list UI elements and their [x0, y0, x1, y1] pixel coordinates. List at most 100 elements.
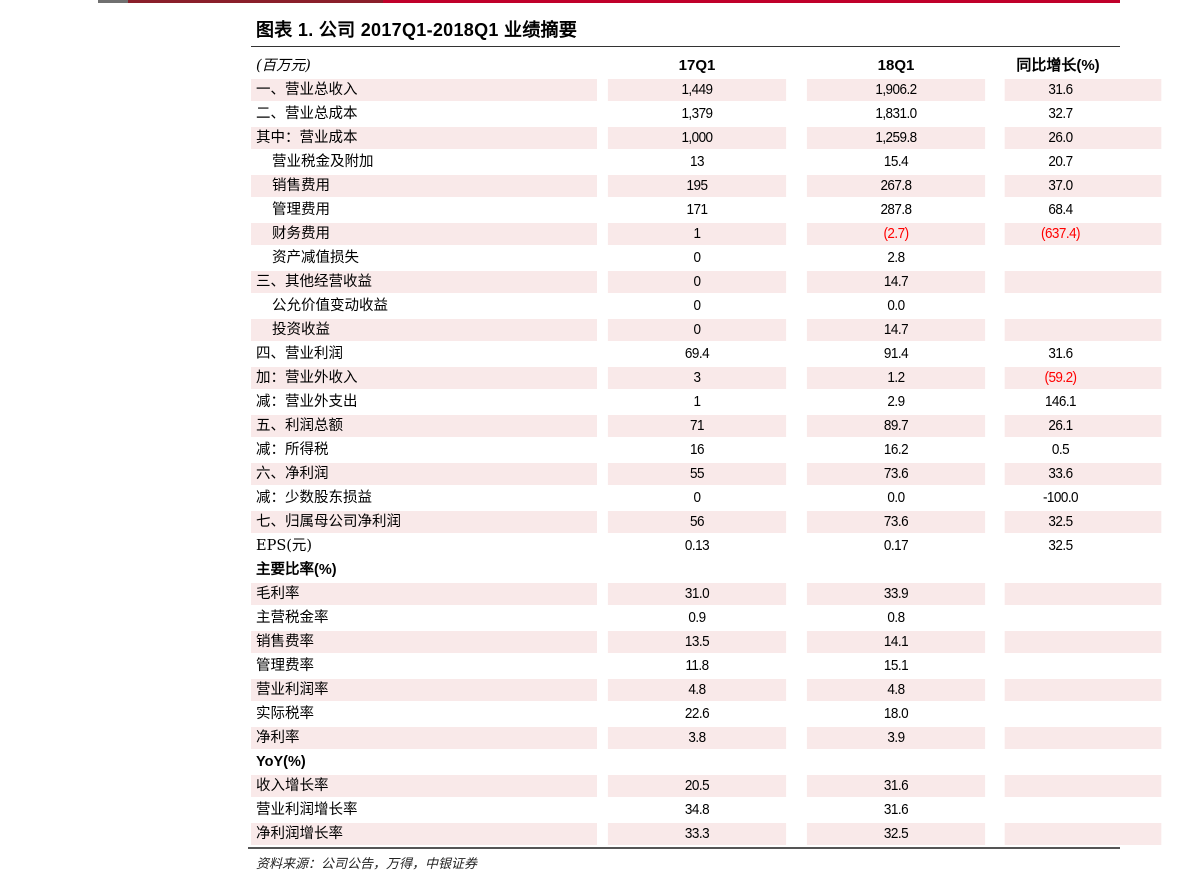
value-17q1: 0	[693, 249, 702, 266]
row-label: 营业利润率	[251, 679, 597, 701]
value-yoy: 32.7	[1048, 105, 1073, 122]
table-row: 减：营业外支出 1 2.9 146.1	[251, 390, 1120, 414]
row-label: 净利率	[251, 727, 597, 749]
value-18q1: 0.0	[887, 297, 905, 314]
row-label: 减：所得税	[256, 442, 329, 458]
table-row: 四、营业利润 69.4 91.4 31.6	[251, 342, 1120, 366]
row-label: EPS(元)	[256, 538, 313, 554]
value-18q1: 1.2	[806, 367, 986, 389]
row-label: 销售费用	[251, 175, 597, 197]
section-heading-row: YoY(%)	[251, 750, 1120, 774]
value-17q1: 16	[690, 441, 704, 458]
value-yoy: 32.5	[1048, 537, 1073, 554]
table-row: 毛利率 31.0 33.9	[251, 582, 1162, 606]
value-18q1: 1,259.8	[806, 127, 986, 149]
table-row: 销售费率 13.5 14.1	[251, 630, 1162, 654]
value-17q1	[608, 559, 786, 581]
row-label: 公允价值变动收益	[272, 298, 388, 314]
table-row: 二、营业总成本 1,379 1,831.0 32.7	[251, 102, 1120, 126]
row-label: 二、营业总成本	[256, 106, 358, 122]
table-row: 资产减值损失 0 2.8	[251, 246, 1120, 270]
value-yoy	[1005, 295, 1162, 317]
top-accent-line	[98, 0, 1120, 3]
value-17q1: 171	[686, 201, 708, 218]
row-label: 六、净利润	[251, 463, 597, 485]
row-label: 管理费率	[256, 658, 314, 674]
section-heading-row: 主要比率(%)	[251, 558, 1120, 582]
value-17q1: 69.4	[684, 345, 710, 362]
table-row: 净利润增长率 33.3 32.5	[251, 822, 1162, 846]
table-row: 收入增长率 20.5 31.6	[251, 774, 1162, 798]
table-row: 营业利润增长率 34.8 31.6	[251, 798, 1120, 822]
row-label: 四、营业利润	[256, 346, 343, 362]
value-yoy: (637.4)	[1004, 223, 1162, 245]
row-label: 其中：营业成本	[251, 127, 597, 149]
value-17q1: 3	[607, 367, 787, 389]
value-yoy	[1005, 607, 1162, 629]
row-label: 管理费用	[272, 202, 330, 218]
table-header: (百万元) 17Q1 18Q1 同比增长(%)	[251, 54, 1120, 78]
value-18q1	[807, 559, 985, 581]
value-17q1: 1,449	[607, 79, 787, 101]
value-17q1: 1	[693, 393, 702, 410]
value-yoy	[1004, 775, 1162, 797]
value-17q1: 4.8	[607, 679, 787, 701]
value-yoy: 26.1	[1004, 415, 1162, 437]
value-yoy: (59.2)	[1004, 367, 1162, 389]
value-18q1: 15.4	[883, 153, 909, 170]
value-yoy	[1005, 751, 1162, 773]
value-18q1: 287.8	[880, 201, 912, 218]
value-yoy: 68.4	[1048, 201, 1073, 218]
value-18q1: (2.7)	[806, 223, 986, 245]
value-17q1: 71	[607, 415, 787, 437]
value-18q1: 4.8	[806, 679, 986, 701]
value-yoy: 20.7	[1048, 153, 1073, 170]
value-yoy	[1005, 799, 1162, 821]
value-17q1: 0	[607, 271, 787, 293]
table-row: 销售费用 195 267.8 37.0	[251, 174, 1162, 198]
value-yoy: -100.0	[1042, 489, 1079, 506]
value-yoy: 32.5	[1004, 511, 1162, 533]
value-17q1	[608, 751, 786, 773]
value-yoy: 31.6	[1048, 345, 1073, 362]
unit-label: (百万元)	[256, 58, 311, 74]
figure-title: 图表 1. 公司 2017Q1-2018Q1 业绩摘要	[256, 20, 578, 40]
value-17q1: 0	[693, 297, 702, 314]
row-label: 一、营业总收入	[251, 79, 597, 101]
value-17q1: 0	[607, 319, 787, 341]
value-18q1: 73.6	[806, 511, 986, 533]
value-yoy	[1004, 583, 1162, 605]
row-label: 资产减值损失	[272, 250, 359, 266]
row-label: 营业税金及附加	[272, 154, 374, 170]
value-17q1: 33.3	[607, 823, 787, 845]
value-18q1: 0.17	[883, 537, 909, 554]
value-yoy	[1004, 823, 1162, 845]
value-17q1: 0	[693, 489, 702, 506]
table-row: 五、利润总额 71 89.7 26.1	[251, 414, 1162, 438]
value-17q1: 1,000	[607, 127, 787, 149]
row-label: 五、利润总额	[251, 415, 597, 437]
value-18q1: 31.6	[883, 801, 909, 818]
value-17q1: 1	[607, 223, 787, 245]
value-yoy	[1005, 655, 1162, 677]
value-18q1: 14.1	[806, 631, 986, 653]
table-row: 六、净利润 55 73.6 33.6	[251, 462, 1162, 486]
value-17q1: 13.5	[607, 631, 787, 653]
value-17q1: 34.8	[684, 801, 710, 818]
value-18q1: 1,906.2	[806, 79, 986, 101]
value-17q1: 3.8	[607, 727, 787, 749]
value-17q1: 1,379	[681, 105, 713, 122]
row-label: 收入增长率	[251, 775, 597, 797]
value-yoy	[1005, 247, 1162, 269]
value-18q1: 89.7	[806, 415, 986, 437]
row-label: 投资收益	[251, 319, 597, 341]
table-row: 加：营业外收入 3 1.2 (59.2)	[251, 366, 1162, 390]
value-17q1: 195	[607, 175, 787, 197]
value-18q1: 0.0	[887, 489, 905, 506]
value-18q1: 267.8	[806, 175, 986, 197]
value-17q1: 0.13	[684, 537, 710, 554]
column-header-18q1: 18Q1	[877, 57, 915, 74]
table-row: 管理费用 171 287.8 68.4	[251, 198, 1120, 222]
value-18q1: 15.1	[883, 657, 909, 674]
table-row: 管理费率 11.8 15.1	[251, 654, 1120, 678]
